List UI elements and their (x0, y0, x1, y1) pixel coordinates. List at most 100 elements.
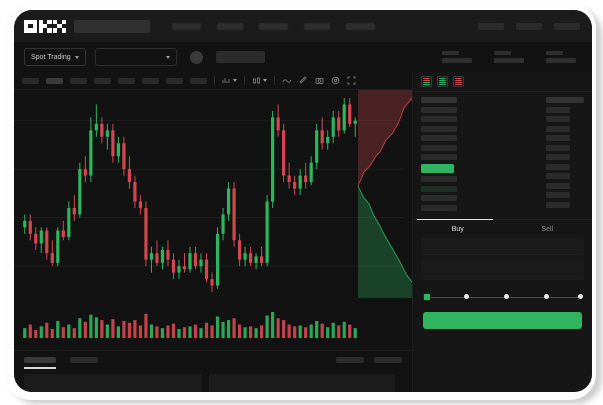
slider-stop-25[interactable] (464, 294, 469, 299)
coin-avatar (189, 50, 203, 64)
bottom-action-hide-others[interactable] (336, 357, 364, 363)
bottom-panel-left (24, 373, 202, 392)
settings-icon[interactable] (331, 76, 340, 85)
nav-item-trade[interactable] (217, 22, 243, 30)
indicators-icon[interactable] (222, 77, 237, 85)
chart-column (14, 72, 412, 392)
stat-value (494, 58, 524, 63)
orderbook-cell (546, 163, 570, 170)
tab-buy[interactable]: Buy (413, 220, 503, 238)
orderbook-cell (421, 106, 457, 113)
orderbook-cell (546, 97, 584, 103)
orderbook-price-column (421, 97, 457, 211)
slider-stop-50[interactable] (504, 294, 509, 299)
orderbook-cell (421, 97, 457, 103)
pair-select[interactable] (94, 48, 177, 66)
candlestick-chart[interactable] (14, 90, 412, 298)
timeframe-1w[interactable] (142, 77, 159, 84)
submit-order-button[interactable] (423, 311, 582, 329)
timeframe-4h[interactable] (94, 77, 111, 84)
main-nav (172, 22, 375, 30)
nav-item-more[interactable] (346, 22, 375, 30)
trade-form-tabs: Buy Sell (413, 218, 593, 238)
orderbook-cell (421, 204, 457, 211)
chart-type-icon[interactable] (252, 77, 267, 85)
slider-handle[interactable] (423, 292, 431, 301)
okx-logo-icon[interactable] (24, 19, 66, 33)
search-input[interactable] (74, 19, 150, 33)
tab-sell-label: Sell (541, 225, 554, 233)
tab-buy-label: Buy (451, 225, 464, 233)
slider-stop-100[interactable] (578, 294, 583, 299)
timeframe-15m[interactable] (46, 77, 63, 84)
chevron-down-icon (74, 55, 79, 59)
orderbook-cell (421, 135, 457, 141)
stat-value (546, 58, 576, 63)
orderbook-cell (546, 144, 570, 151)
logo-glyph-o (24, 19, 37, 33)
timeframe-1h[interactable] (70, 77, 87, 84)
stat-last-price (442, 51, 472, 63)
trade-form-fields (413, 237, 592, 285)
timeframe-1d[interactable] (118, 77, 135, 84)
header-action-profile[interactable] (554, 22, 580, 30)
orderbook-cell (546, 192, 570, 198)
drawing-tool-icon[interactable] (299, 76, 308, 85)
app-header (14, 10, 592, 42)
amount-field[interactable] (421, 259, 584, 280)
orderbook-cell (546, 154, 570, 160)
nav-item-derivatives[interactable] (259, 22, 288, 30)
bottom-tab-row (24, 357, 402, 363)
trading-mode-label: Spot Trading (31, 53, 71, 61)
price-field[interactable] (421, 237, 584, 255)
pair-label (215, 51, 265, 63)
percent-slider[interactable] (423, 291, 583, 305)
timeframe-1mo[interactable] (166, 77, 183, 84)
orderbook-cell (546, 125, 570, 132)
chevron-down-icon (165, 55, 170, 59)
orderbook-cell (546, 173, 570, 179)
orderbook-cell (421, 125, 457, 132)
orderbook-cell (421, 176, 457, 182)
orderbook-last-price (421, 163, 454, 173)
camera-icon[interactable] (315, 76, 324, 85)
tab-open-orders[interactable] (24, 357, 56, 363)
market-stats (442, 51, 582, 63)
volume-chart (14, 298, 412, 350)
bottom-panel-right (209, 373, 395, 392)
orderbook-columns (421, 97, 584, 211)
orderbook-amount-column (546, 97, 584, 211)
volume-canvas (23, 312, 357, 338)
market-subheader: Spot Trading (14, 42, 592, 72)
trading-mode-select[interactable]: Spot Trading (24, 48, 86, 66)
orderbook-cell (546, 182, 570, 189)
nav-item-markets[interactable] (172, 22, 201, 30)
orderbook-rows[interactable] (413, 92, 592, 211)
timeframe-more[interactable] (190, 77, 207, 84)
orderbook-cell (546, 116, 570, 122)
tab-sell[interactable]: Sell (503, 220, 593, 238)
slider-stop-75[interactable] (544, 294, 549, 299)
header-action-orders[interactable] (516, 22, 542, 30)
book-both-icon[interactable] (421, 76, 432, 87)
logo-glyph-x (53, 19, 66, 33)
orderbook-header (413, 72, 592, 92)
timeframe-1m[interactable] (22, 77, 39, 84)
bottom-action-cancel-all[interactable] (374, 357, 402, 363)
stat-value (442, 58, 472, 63)
nav-item-earn[interactable] (304, 22, 330, 30)
orderbook-cell (546, 201, 570, 208)
chevron-down-icon (263, 79, 267, 82)
fullscreen-icon[interactable] (347, 76, 356, 85)
book-asks-icon[interactable] (453, 76, 464, 87)
orderbook-cell (421, 154, 457, 160)
header-action-assets[interactable] (478, 22, 504, 30)
orderbook-cell (421, 185, 457, 192)
candlestick-canvas (14, 98, 404, 292)
tab-order-history[interactable] (70, 357, 98, 363)
orderbook-cell (546, 135, 570, 141)
book-bids-icon[interactable] (437, 76, 448, 87)
logo-glyph-k (38, 19, 52, 33)
line-tool-icon[interactable] (282, 77, 292, 85)
